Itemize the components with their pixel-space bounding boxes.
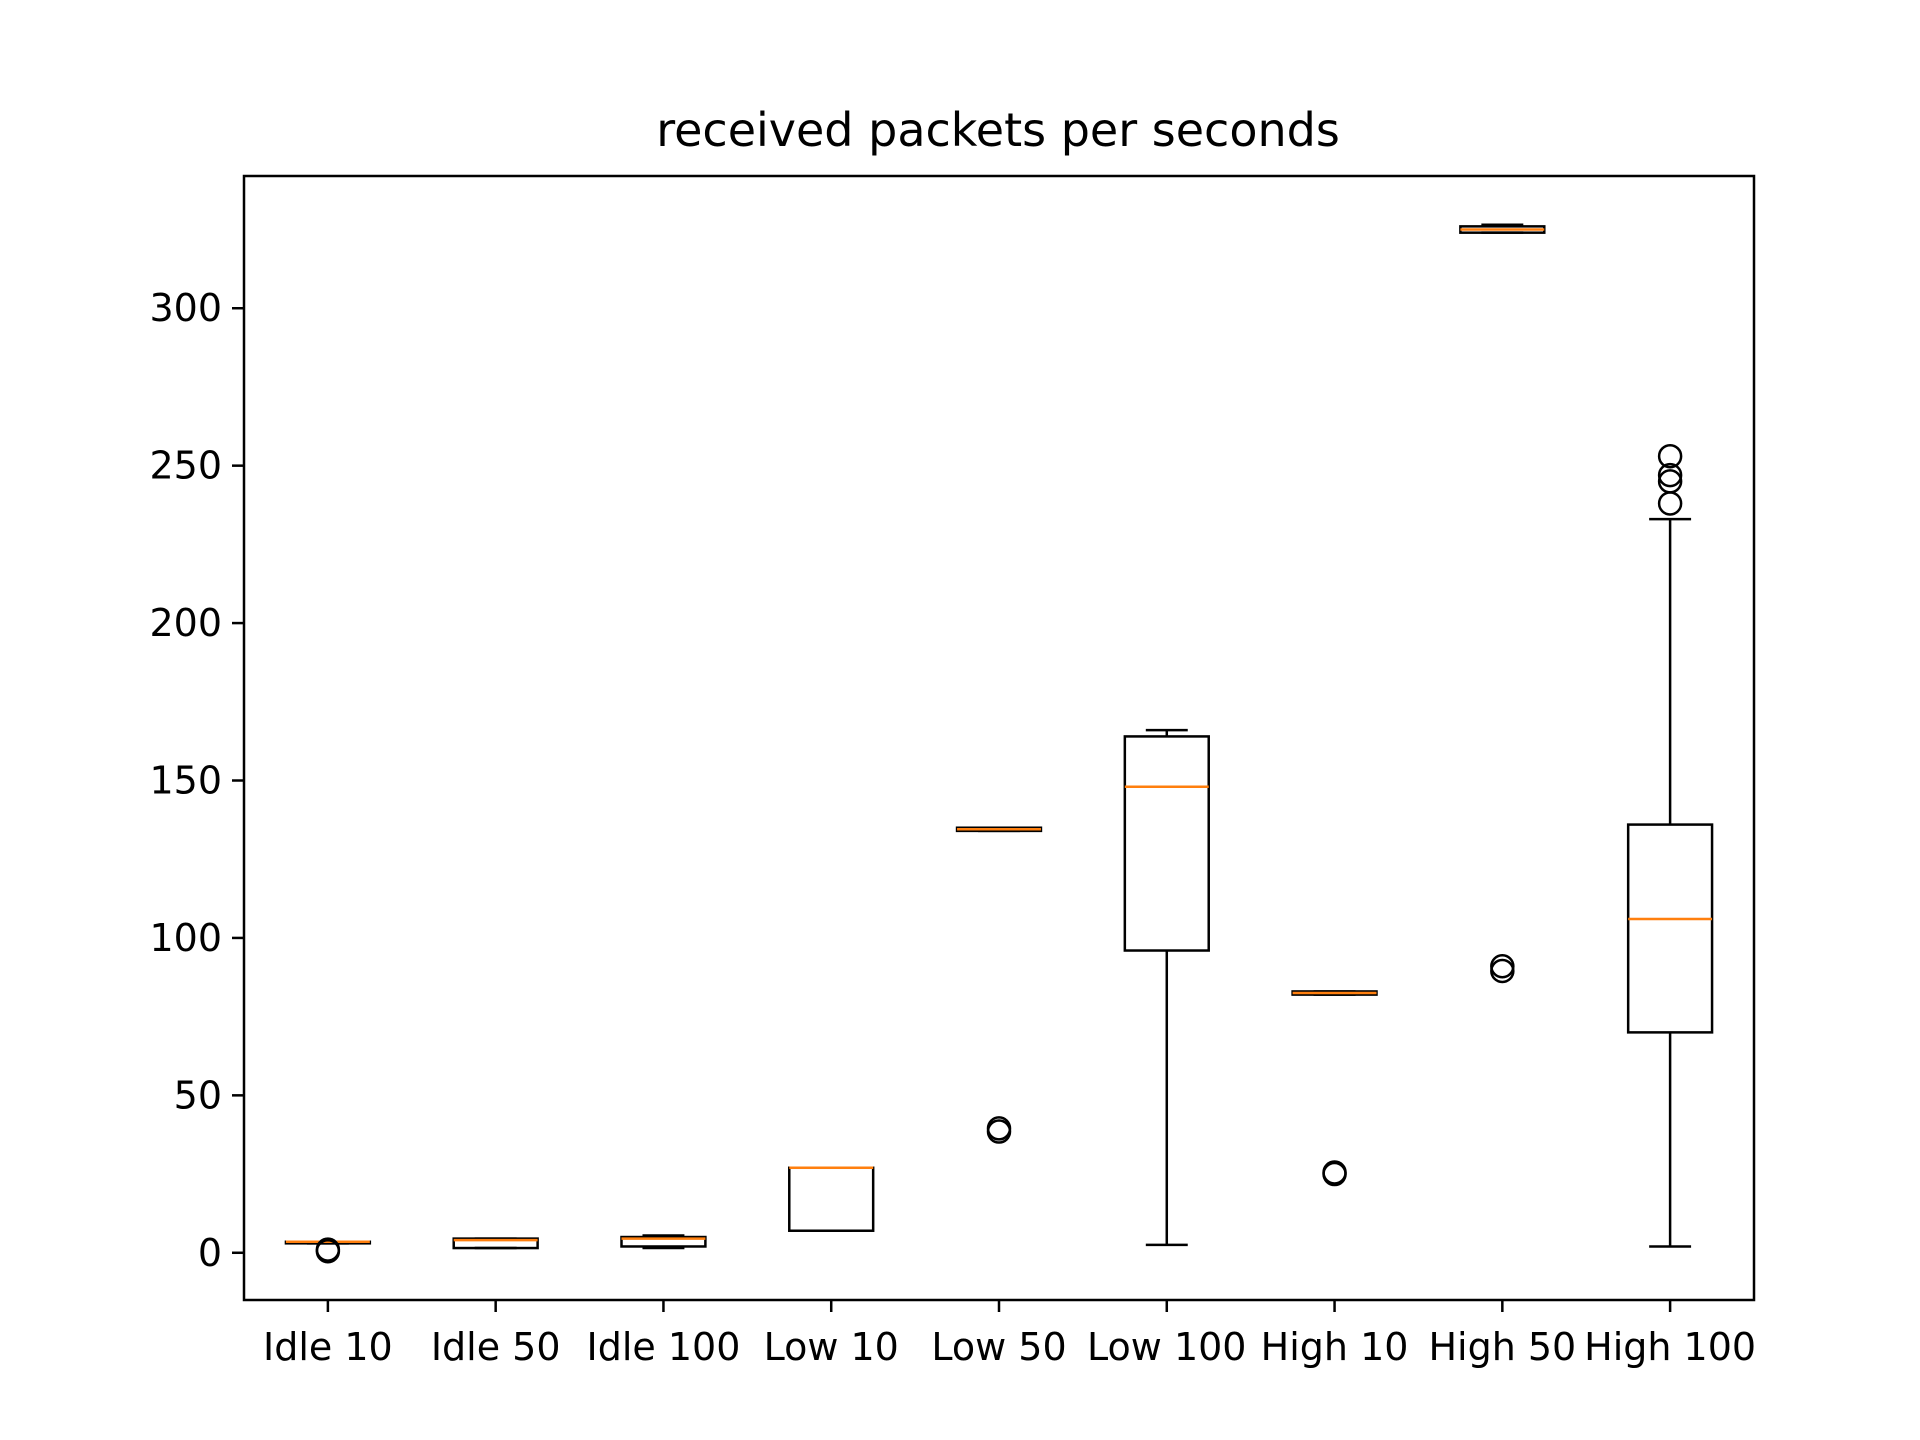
box-group	[620, 1234, 707, 1250]
x-axis: Idle 10 Idle 50 Idle 100 Low 10 Low 50 Low 10…	[263, 1300, 1756, 1369]
box-iqr	[788, 1166, 875, 1232]
outlier-point	[315, 1237, 341, 1262]
y-tick-label: 150	[149, 759, 222, 803]
box-group	[1123, 728, 1210, 1247]
axes-frame	[242, 174, 1756, 1302]
y-tick-label: 300	[149, 286, 222, 330]
x-tick-label: Idle 50	[431, 1325, 561, 1369]
box-group	[955, 826, 1043, 1144]
x-tick-label: Low 50	[931, 1325, 1066, 1369]
box-group	[452, 1237, 539, 1250]
box-group	[1291, 990, 1378, 1187]
x-tick-label: Low 10	[764, 1325, 899, 1369]
plot-area	[284, 223, 1714, 1264]
box-iqr	[1626, 823, 1714, 1034]
outlier-point	[1490, 958, 1515, 984]
x-tick-label: Idle 100	[587, 1325, 741, 1369]
x-tick-label: High 10	[1261, 1325, 1409, 1369]
outlier-point	[986, 1116, 1012, 1141]
box-iqr	[620, 1235, 707, 1248]
x-tick-label: Low 100	[1087, 1325, 1246, 1369]
y-axis: 0 50 100 150 200 250 300	[149, 286, 244, 1275]
box-group	[1459, 223, 1546, 984]
box-iqr	[1123, 735, 1210, 952]
y-tick-label: 200	[149, 601, 222, 645]
outlier-point	[1657, 443, 1683, 469]
box-iqr	[452, 1237, 539, 1250]
box-group	[284, 1237, 372, 1264]
chart-title: received packets per seconds	[656, 103, 1340, 157]
y-tick-label: 0	[198, 1231, 222, 1275]
x-tick-label: Idle 10	[263, 1325, 393, 1369]
y-tick-label: 100	[149, 916, 222, 960]
outlier-point	[1490, 954, 1515, 979]
y-tick-label: 250	[149, 444, 222, 488]
x-tick-label: High 50	[1428, 1325, 1576, 1369]
outlier-point	[1657, 469, 1683, 494]
outlier-point	[1657, 491, 1683, 516]
x-tick-label: High 100	[1584, 1325, 1756, 1369]
y-tick-label: 50	[174, 1073, 222, 1117]
outlier-point	[1657, 462, 1683, 488]
box-group	[1626, 443, 1714, 1248]
outlier-point	[1322, 1160, 1347, 1185]
box-group	[788, 1166, 875, 1232]
